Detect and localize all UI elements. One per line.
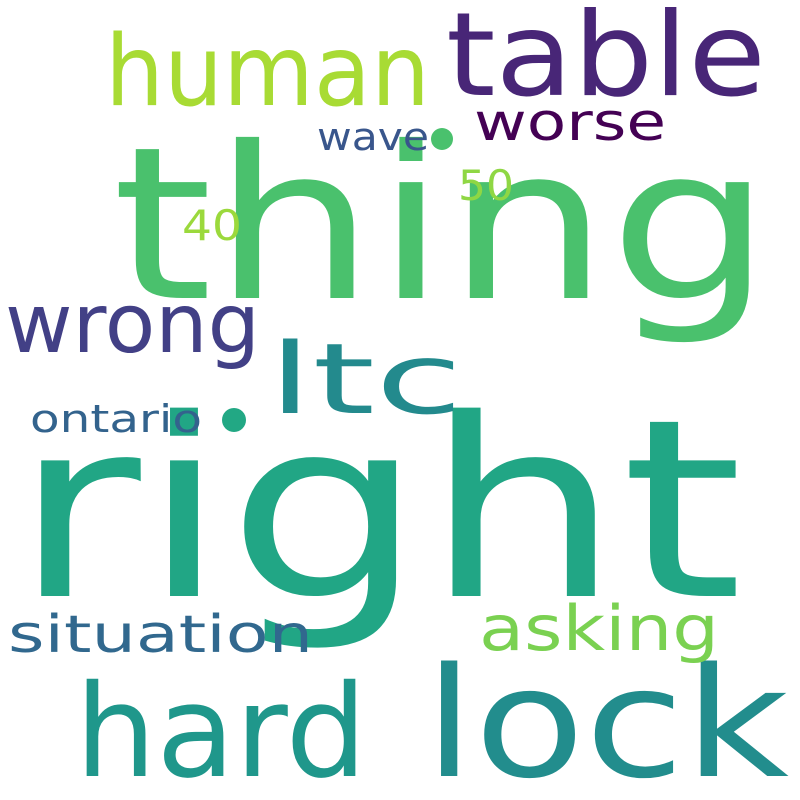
dot-mark: [222, 408, 246, 432]
word-situation: situation: [8, 605, 313, 665]
word-right: right: [13, 367, 743, 655]
word-40: 40: [182, 201, 242, 250]
word-lock: lock: [424, 635, 789, 800]
word-wrong: wrong: [5, 277, 260, 372]
word-50: 50: [458, 161, 514, 210]
word-ontario: ontario: [30, 397, 202, 441]
word-human: human: [105, 15, 430, 129]
dot-mark: [431, 128, 453, 150]
word-worse: worse: [474, 93, 666, 153]
word-hard: hard: [75, 658, 367, 800]
word-table: table: [446, 0, 766, 123]
word-asking: asking: [479, 592, 719, 665]
word-ltc: ltc: [268, 323, 463, 437]
word-wave: wave: [317, 115, 429, 159]
